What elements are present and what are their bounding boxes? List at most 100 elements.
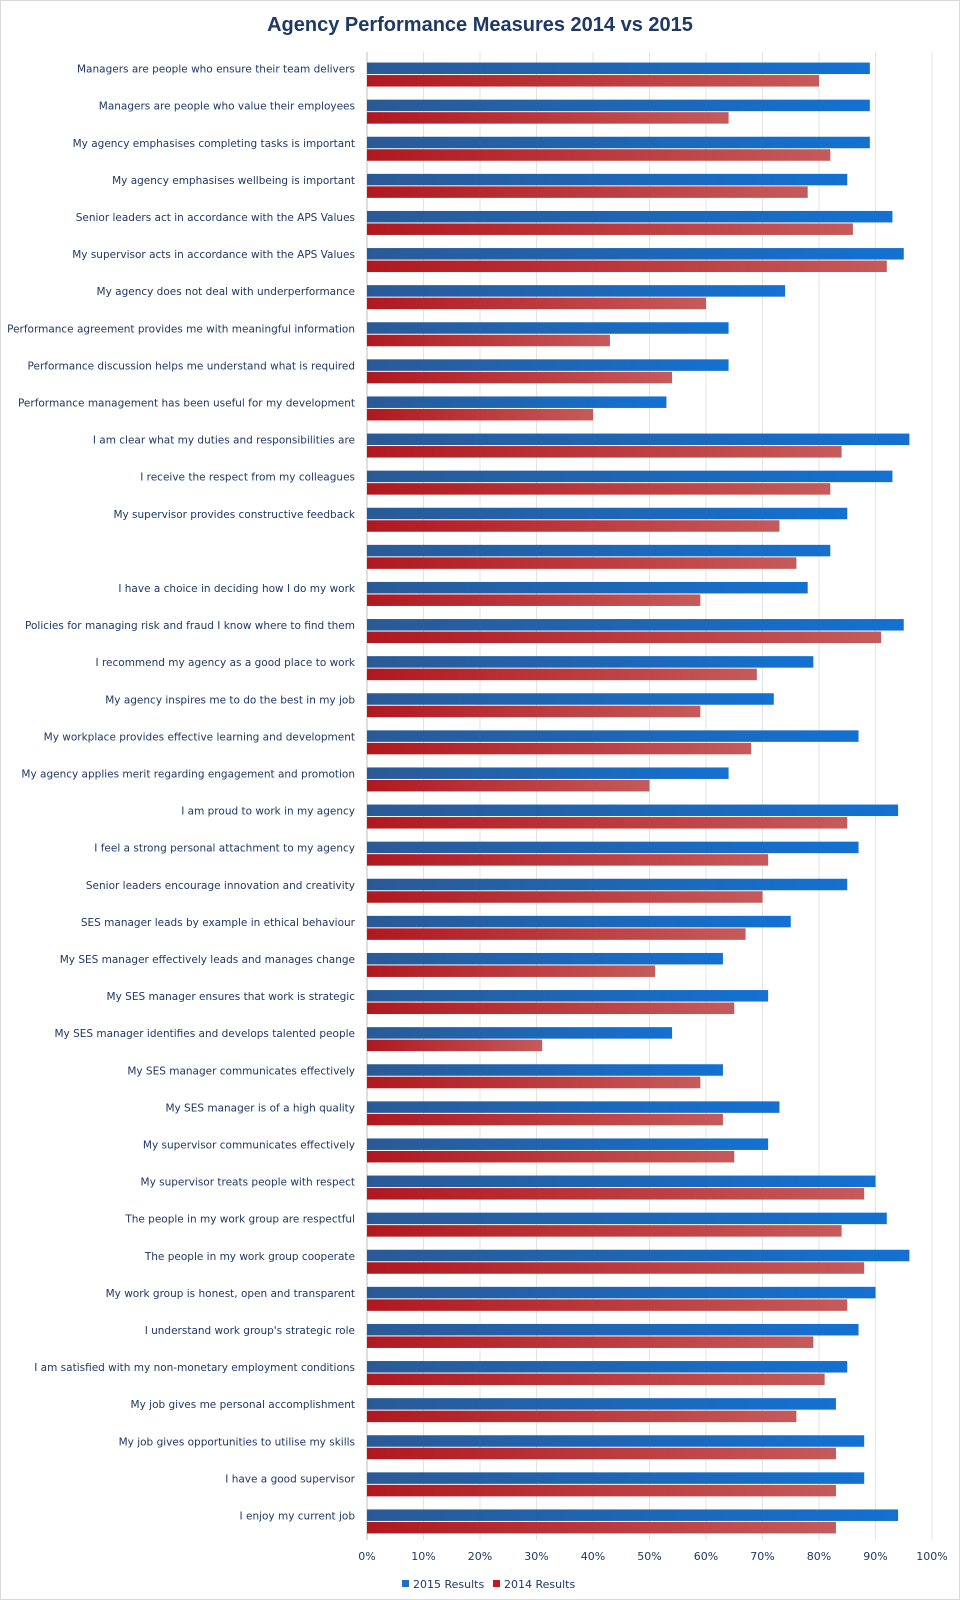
bar-2014 (367, 594, 701, 606)
x-tick-label: 20% (468, 1550, 492, 1563)
bar-2014 (367, 112, 729, 124)
category-label: My SES manager identifies and develops t… (54, 1028, 355, 1040)
x-tick-label: 60% (694, 1550, 718, 1563)
x-tick-label: 30% (524, 1550, 548, 1563)
bar-2014 (367, 631, 882, 644)
bar-2014 (367, 817, 848, 829)
bar-2015 (367, 1323, 859, 1336)
bar-2014 (367, 1076, 701, 1089)
bar-2014 (367, 149, 831, 161)
category-label: Senior leaders encourage innovation and … (86, 880, 355, 892)
category-label: My supervisor communicates effectively (143, 1139, 355, 1151)
legend-label: 2014 Results (504, 1578, 575, 1591)
legend-label: 2015 Results (413, 1578, 484, 1591)
category-label: Performance discussion helps me understa… (28, 360, 355, 372)
bar-2014 (367, 1225, 842, 1237)
category-label: My agency emphasises completing tasks is… (73, 138, 355, 150)
legend-swatch (402, 1580, 409, 1587)
x-tick-label: 0% (358, 1550, 375, 1563)
category-label: Policies for managing risk and fraud I k… (25, 620, 355, 632)
category-label: I understand work group's strategic role (145, 1325, 355, 1337)
bar-2015 (367, 1027, 673, 1039)
category-label: My job gives me personal accomplishment (131, 1399, 355, 1411)
category-label: I recommend my agency as a good place to… (96, 657, 356, 669)
bar-2015 (367, 1509, 899, 1521)
category-label: Senior leaders act in accordance with th… (76, 212, 355, 224)
bar-2015 (367, 1398, 836, 1410)
bars (367, 62, 910, 1534)
bar-2015 (367, 248, 904, 260)
bar-2014 (367, 1039, 543, 1052)
bar-2015 (367, 544, 831, 557)
bar-2014 (367, 1521, 836, 1534)
bar-2015 (367, 210, 893, 223)
bar-2014 (367, 186, 808, 198)
bar-2014 (367, 1002, 735, 1015)
bar-2015 (367, 99, 870, 112)
category-label: Managers are people who ensure their tea… (77, 64, 355, 76)
bar-2014 (367, 371, 673, 384)
bar-2015 (367, 1472, 865, 1484)
category-label: I receive the respect from my colleagues (140, 472, 355, 484)
category-label: My agency emphasises wellbeing is import… (112, 175, 355, 187)
bar-2014 (367, 1484, 836, 1497)
chart-title: Agency Performance Measures 2014 vs 2015 (267, 14, 693, 36)
bar-2014 (367, 1150, 735, 1163)
bar-2014 (367, 1447, 836, 1460)
category-label: I am clear what my duties and responsibi… (93, 435, 355, 447)
bar-2015 (367, 693, 774, 705)
bar-2014 (367, 334, 610, 347)
bar-2015 (367, 1064, 723, 1076)
bar-2015 (367, 915, 791, 928)
gridlines (366, 52, 933, 1540)
bar-2015 (367, 1212, 887, 1225)
bar-2015 (367, 359, 729, 371)
bar-2014 (367, 668, 757, 681)
category-label: My supervisor provides constructive feed… (113, 509, 355, 521)
bar-2015 (367, 322, 729, 334)
bar-2015 (367, 396, 667, 408)
category-label: Performance agreement provides me with m… (7, 323, 355, 335)
category-label: My job gives opportunities to utilise my… (119, 1436, 355, 1448)
bar-2014 (367, 297, 706, 310)
bar-2015 (367, 581, 808, 594)
bar-2014 (367, 1262, 865, 1274)
category-label: My SES manager ensures that work is stra… (107, 991, 356, 1003)
category-label: I enjoy my current job (240, 1510, 356, 1522)
bar-2015 (367, 433, 910, 446)
category-label: My agency does not deal with underperfor… (97, 286, 355, 298)
bar-2014 (367, 408, 593, 421)
bar-2015 (367, 285, 786, 297)
bar-2015 (367, 1435, 865, 1447)
bar-2015 (367, 1361, 848, 1373)
bar-2014 (367, 1113, 723, 1126)
bar-2015 (367, 990, 769, 1002)
bar-2014 (367, 779, 650, 792)
bar-2014 (367, 557, 797, 569)
bar-2015 (367, 1138, 769, 1150)
legend: 2015 Results 2014 Results (402, 1578, 575, 1591)
category-label: Performance management has been useful f… (18, 397, 355, 409)
bar-2015 (367, 619, 904, 631)
bar-2015 (367, 136, 870, 149)
x-tick-label: 80% (807, 1550, 831, 1563)
bar-2014 (367, 1410, 797, 1423)
category-label: My SES manager effectively leads and man… (60, 954, 355, 966)
bar-2015 (367, 656, 814, 668)
category-label: I have a choice in deciding how I do my … (118, 583, 356, 595)
category-labels: Managers are people who ensure their tea… (7, 64, 356, 1523)
bar-2015 (367, 173, 848, 186)
bar-2014 (367, 520, 780, 532)
bar-2015 (367, 62, 870, 75)
bar-2015 (367, 767, 729, 779)
bar-2014 (367, 1188, 865, 1200)
x-tick-label: 70% (750, 1550, 774, 1563)
category-label: The people in my work group are respectf… (124, 1214, 355, 1226)
bar-2014 (367, 742, 752, 755)
bar-2014 (367, 891, 763, 903)
category-label: My supervisor acts in accordance with th… (72, 249, 355, 261)
category-label: My agency inspires me to do the best in … (105, 694, 355, 706)
bar-2015 (367, 470, 893, 483)
bar-2015 (367, 730, 859, 742)
